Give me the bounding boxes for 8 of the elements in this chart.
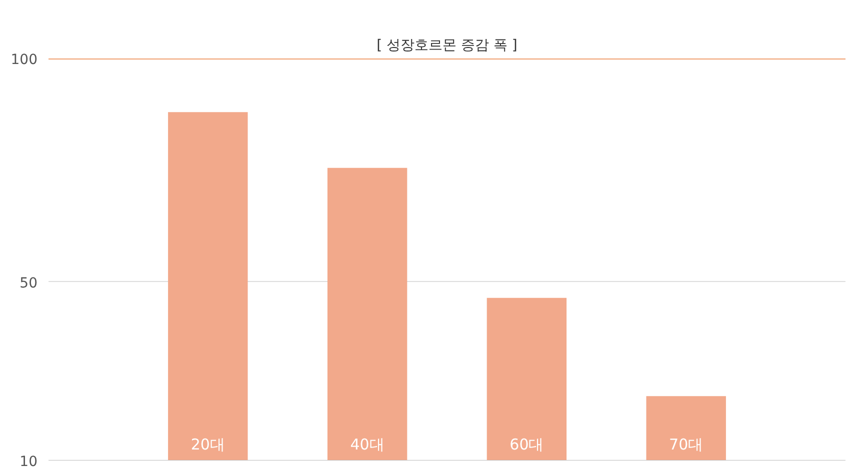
x-tick-label: 40대 — [350, 435, 384, 454]
y-tick-label: 50 — [20, 275, 38, 292]
x-tick-label: 60대 — [510, 435, 544, 454]
y-tick-label: 10 — [20, 454, 38, 468]
x-tick-label: 70대 — [669, 435, 704, 454]
x-tick-label: 20대 — [190, 435, 225, 454]
chart-title: [ 성장호르몬 증감 폭 ] — [376, 38, 518, 54]
y-tick-label: 100 — [10, 52, 38, 68]
